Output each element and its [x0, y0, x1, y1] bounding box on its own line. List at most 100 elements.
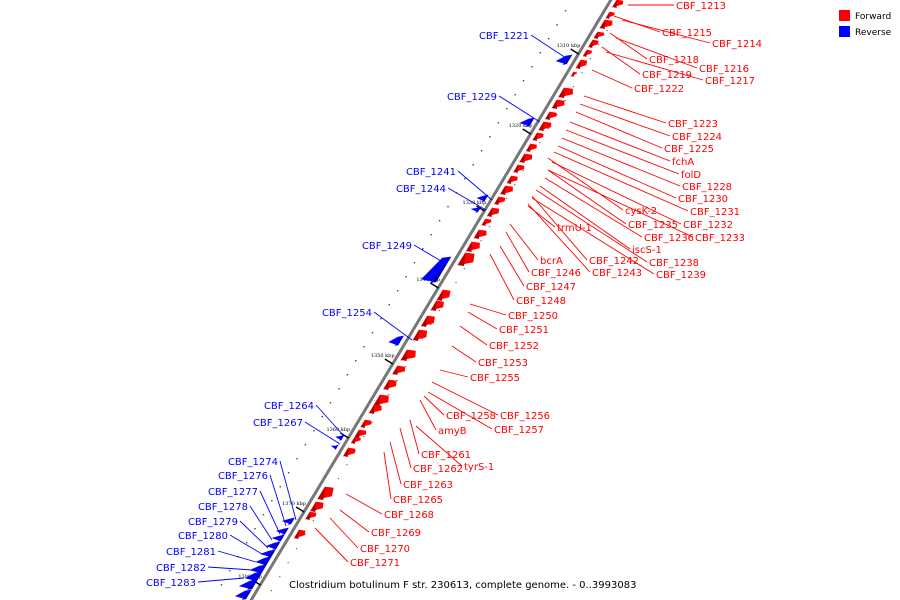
forward-gene-36 [342, 447, 356, 457]
leader-line [229, 534, 263, 555]
leader-line [609, 32, 648, 60]
forward-gene-label: CBF_1213 [676, 1, 726, 12]
forward-gene-18 [493, 196, 506, 205]
leader-line [329, 517, 359, 549]
leader-line [551, 161, 682, 225]
minor-dot [304, 534, 306, 536]
legend-forward-swatch [839, 10, 850, 21]
leader-line [457, 170, 493, 201]
minor-dot [245, 542, 248, 544]
minor-dot [422, 248, 424, 250]
minor-dot [279, 576, 281, 578]
forward-gene-label: CBF_1271 [350, 558, 400, 569]
tick-mark [384, 358, 394, 365]
leader-line [601, 46, 641, 75]
legend-reverse-swatch [839, 26, 850, 37]
forward-gene-15 [513, 164, 525, 173]
minor-dot [388, 304, 391, 306]
forward-gene-16 [506, 175, 518, 184]
legend: Forward Reverse [839, 10, 892, 38]
forward-gene-1 [605, 11, 615, 19]
forward-gene-7 [570, 71, 578, 77]
minor-dot [514, 94, 516, 96]
leader-line [427, 391, 493, 430]
forward-gene-label: CBF_1255 [470, 373, 520, 384]
tick-label: 1350 kbp [371, 353, 395, 359]
forward-gene-28 [400, 349, 416, 361]
minor-dot [430, 324, 432, 326]
minor-dot [421, 338, 424, 340]
reverse-gene-label: CBF_1283 [146, 578, 196, 589]
forward-gene-label: CBF_1232 [683, 220, 733, 231]
forward-gene-label: CBF_1253 [478, 358, 528, 369]
reverse-gene-label: CBF_1282 [156, 563, 206, 574]
minor-dot [380, 318, 382, 320]
forward-gene-4 [587, 39, 599, 48]
forward-gene-9 [551, 99, 565, 109]
minor-dot [413, 262, 416, 264]
forward-gene-39 [305, 511, 317, 520]
forward-gene-label: CBF_1246 [531, 268, 581, 279]
reverse-gene-3 [470, 206, 482, 213]
minor-dot [539, 142, 541, 144]
leader-line [531, 197, 655, 275]
forward-gene-label: CBF_1252 [489, 341, 539, 352]
forward-gene-label: CBF_1218 [649, 55, 699, 66]
reverse-gene-label: CBF_1244 [396, 184, 446, 195]
forward-gene-12 [532, 132, 544, 141]
minor-dot [271, 500, 273, 502]
forward-gene-32 [368, 404, 382, 414]
leader-line [530, 34, 567, 59]
tick-label: 1370 kbp [282, 501, 306, 507]
leader-line [197, 577, 245, 583]
reverse-gene-17 [235, 589, 252, 600]
minor-dot [438, 310, 440, 312]
forward-gene-label: CBF_1261 [421, 450, 471, 461]
leader-line [389, 441, 402, 485]
forward-gene-label: CBF_1269 [371, 528, 421, 539]
reverse-gene-label: CBF_1274 [228, 457, 278, 468]
forward-gene-26 [420, 315, 435, 327]
leader-line [569, 121, 671, 162]
minor-dot [254, 528, 256, 530]
leader-line [339, 509, 370, 533]
leader-line [345, 493, 383, 515]
genome-caption: Clostridium botulinum F str. 230613, com… [289, 580, 636, 591]
leader-line [583, 95, 667, 124]
forward-gene-8 [558, 87, 573, 98]
leader-line [373, 311, 413, 341]
forward-gene-label: CBF_1222 [634, 84, 684, 95]
forward-gene-2 [599, 19, 613, 29]
forward-gene-label: CBF_1250 [508, 311, 558, 322]
minor-dot [287, 562, 289, 564]
minor-dot [505, 198, 507, 200]
forward-gene-label: CBF_1242 [589, 256, 639, 267]
leader-line [419, 399, 437, 431]
leader-line [269, 474, 287, 527]
reverse-gene-0 [555, 54, 573, 65]
forward-gene-29 [392, 365, 405, 375]
forward-gene-6 [575, 59, 588, 69]
leader-line [304, 421, 341, 445]
leader-line [439, 369, 469, 378]
minor-dot [488, 226, 491, 228]
forward-gene-label: CBF_1258 [446, 411, 496, 422]
leader-line [279, 460, 297, 521]
leader-line [605, 51, 704, 81]
forward-gene-0 [611, 0, 624, 8]
reverse-gene-2 [476, 194, 489, 202]
leader-line [423, 395, 445, 416]
minor-dot [564, 10, 567, 12]
tick-mark [522, 128, 532, 135]
minor-dot [229, 570, 231, 572]
forward-gene-3 [593, 31, 605, 39]
label-leader-lines [197, 4, 711, 583]
forward-gene-label: CBF_1219 [642, 70, 692, 81]
leader-line [431, 381, 499, 416]
minor-dot [363, 346, 365, 348]
reverse-gene-10 [271, 534, 285, 542]
forward-gene-38 [309, 501, 324, 512]
forward-gene-label: CBF_1225 [664, 144, 714, 155]
forward-gene-label: cysK-2 [625, 206, 657, 217]
forward-gene-label: CBF_1231 [690, 207, 740, 218]
